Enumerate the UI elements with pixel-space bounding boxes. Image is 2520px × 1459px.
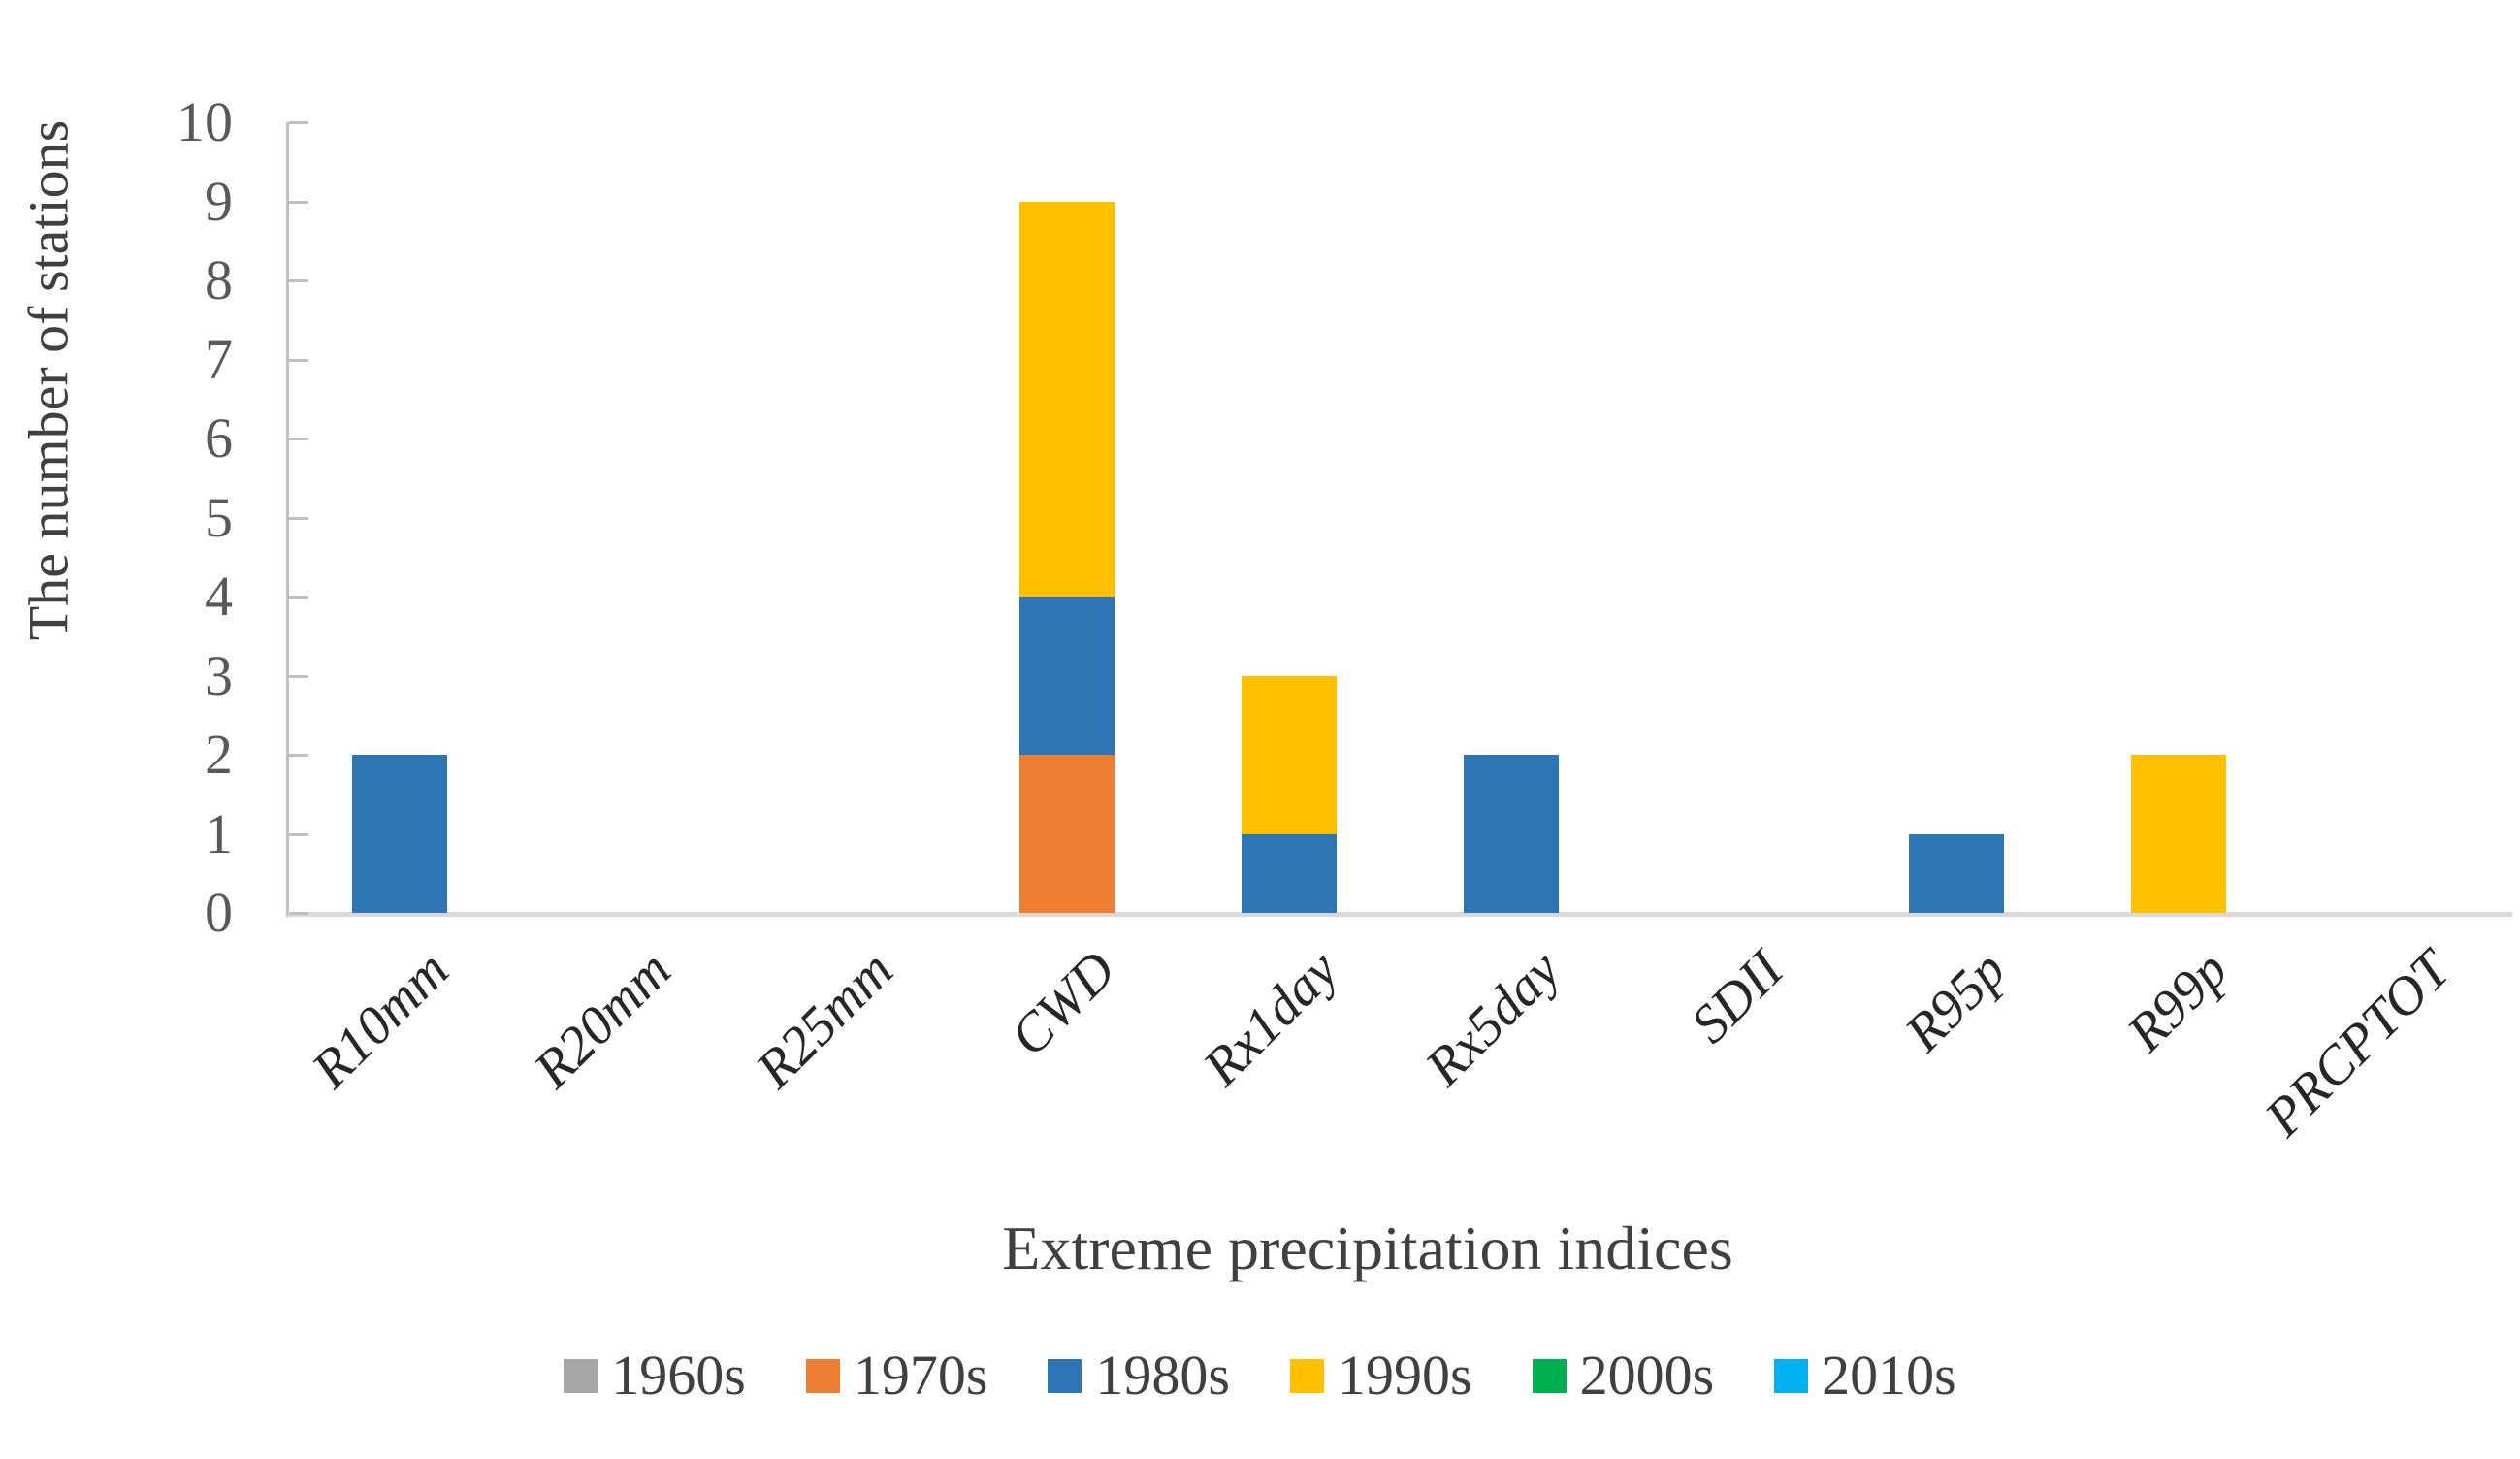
legend-item-1990s: 1990s	[1290, 1346, 1472, 1405]
legend: 1960s 1970s 1980s 1990s 2000s 2010s	[0, 1346, 2520, 1405]
bar-segment-1990s-R99p	[2131, 755, 2227, 913]
y-axis-tick	[289, 200, 308, 204]
y-tick-label: 4	[205, 565, 233, 628]
y-axis-tick	[289, 674, 308, 678]
legend-swatch-1970s	[805, 1358, 840, 1393]
x-axis-line	[288, 912, 2512, 917]
legend-item-1960s: 1960s	[564, 1346, 746, 1405]
legend-label: 2010s	[1822, 1344, 1956, 1407]
y-tick-label: 2	[205, 723, 233, 786]
y-tick-label: 9	[205, 169, 233, 233]
x-tick-label: R20mm	[522, 939, 683, 1100]
legend-item-1980s: 1980s	[1048, 1346, 1230, 1405]
x-tick-label: R95p	[1892, 939, 2018, 1064]
legend-label: 1990s	[1338, 1344, 1472, 1407]
bar-segment-1980s-Rx1day	[1241, 833, 1337, 913]
y-tick-label: 0	[205, 881, 233, 944]
x-tick-label: Rx1day	[1191, 939, 1350, 1098]
x-tick-label: Rx5day	[1414, 939, 1572, 1098]
legend-swatch-1980s	[1048, 1358, 1082, 1393]
legend-swatch-1990s	[1290, 1358, 1324, 1393]
y-axis-tick	[289, 912, 308, 915]
legend-swatch-2010s	[1774, 1358, 1809, 1393]
legend-label: 1980s	[1095, 1344, 1230, 1407]
bar-segment-1970s-CWD	[1018, 755, 1115, 913]
x-tick-label: R25mm	[744, 939, 905, 1100]
x-tick-label: R99p	[2116, 939, 2240, 1064]
bar-segment-1990s-CWD	[1018, 201, 1115, 597]
legend-item-1970s: 1970s	[805, 1344, 988, 1407]
bar-segment-1980s-CWD	[1018, 597, 1115, 755]
x-tick-label: SDII	[1679, 939, 1795, 1055]
y-axis-tick	[289, 596, 308, 599]
y-tick-label: 5	[205, 485, 233, 549]
legend-item-2000s: 2000s	[1532, 1344, 1715, 1407]
y-axis-tick	[289, 832, 308, 836]
y-axis-tick	[289, 754, 308, 757]
bar-segment-1980s-R95p	[1908, 833, 2004, 913]
legend-label: 1960s	[611, 1344, 746, 1407]
y-tick-label: 10	[177, 90, 233, 153]
y-axis-tick	[289, 358, 308, 362]
legend-swatch-2000s	[1532, 1358, 1567, 1393]
bar-segment-1990s-Rx1day	[1241, 675, 1337, 834]
y-axis-line	[286, 122, 289, 917]
bar-segment-1980s-Rx5day	[1464, 755, 1560, 913]
y-axis-tick	[289, 438, 308, 440]
y-axis-tick	[289, 279, 308, 282]
legend-swatch-1960s	[564, 1358, 598, 1393]
y-tick-label: 3	[205, 643, 233, 707]
bar-segment-1980s-R10mm	[351, 755, 447, 913]
legend-item-2010s: 2010s	[1774, 1346, 1956, 1405]
x-tick-label: R10mm	[300, 939, 461, 1100]
y-tick-label: 1	[205, 801, 233, 865]
x-tick-label: CWD	[999, 939, 1128, 1068]
y-tick-label: 7	[205, 327, 233, 391]
legend-label: 1970s	[853, 1344, 988, 1407]
y-axis-tick	[289, 121, 308, 124]
y-axis-tick	[289, 516, 308, 520]
y-tick-label: 8	[205, 248, 233, 311]
y-tick-label: 6	[205, 406, 233, 470]
legend-label: 2000s	[1579, 1344, 1715, 1407]
x-tick-label: PRCPTOT	[2253, 939, 2462, 1149]
x-axis-title: Extreme precipitation indices	[1002, 1214, 1733, 1282]
